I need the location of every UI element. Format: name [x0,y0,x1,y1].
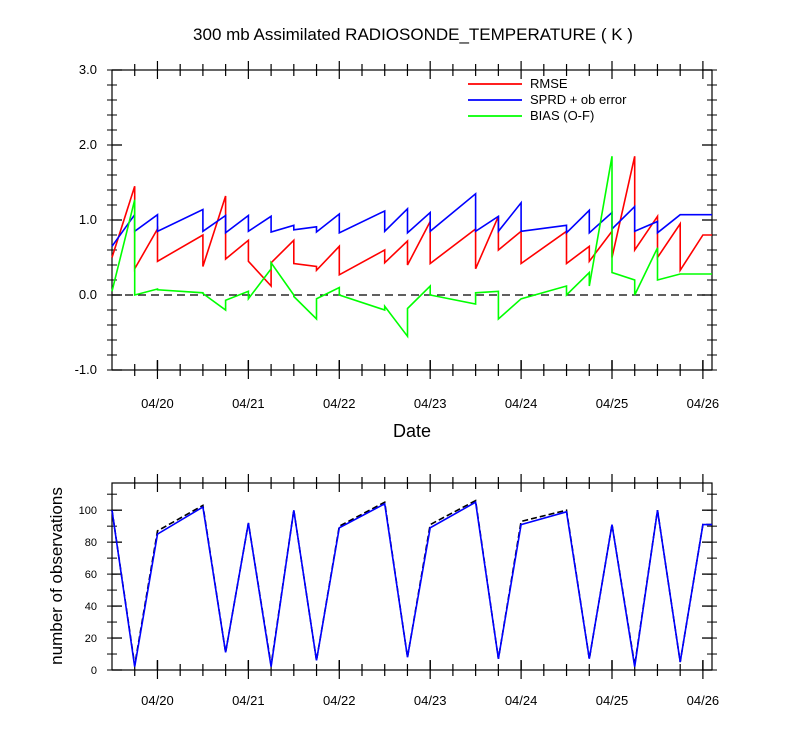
x-tick-label: 04/25 [596,693,629,708]
x-tick-label: 04/20 [141,693,174,708]
x-tick-label: 04/20 [141,396,174,411]
axis-ticks [107,61,717,379]
y-tick-label: 100 [79,505,97,517]
x-tick-label: 04/23 [414,693,447,708]
y-tick-label: 0 [91,665,97,677]
y-tick-label: 40 [85,601,97,613]
x-tick-label: 04/25 [596,396,629,411]
y-tick-label: 0.0 [79,287,97,302]
series-line-bias-o-f [111,156,712,339]
x-tick-label: 04/22 [323,396,356,411]
y-tick-label: -1.0 [75,362,97,377]
plot-frame [111,482,713,671]
x-tick-label: 04/26 [687,396,720,411]
data-series [111,499,712,667]
series-line-sprd-ob-error [111,192,712,247]
y-tick-label: 60 [85,569,97,581]
legend-label: RMSE [530,76,568,91]
series-line-rmse [111,156,712,289]
tick-labels: 04/20 04/21 04/22 04/23 04/24 04/25 04/26 0 20 40… [79,505,720,708]
x-tick-label: 04/24 [505,396,538,411]
y-tick-label: 2.0 [79,137,97,152]
data-series [111,156,712,339]
chart-title: 300 mb Assimilated RADIOSONDE_TEMPERATUR… [193,25,633,44]
x-tick-label: 04/21 [232,396,265,411]
y-tick-label: 1.0 [79,212,97,227]
bottom-chart: 04/20 04/21 04/22 04/23 04/24 04/25 04/26 0 20 40… [47,474,719,708]
x-tick-label: 04/21 [232,693,265,708]
x-axis-label: Date [393,421,431,441]
legend-label: SPRD + ob error [530,92,627,107]
y-tick-label: 80 [85,537,97,549]
x-tick-label: 04/26 [687,693,720,708]
y-tick-label: 3.0 [79,62,97,77]
axis-ticks [107,474,717,679]
x-tick-label: 04/24 [505,693,538,708]
tick-labels: 04/20 04/21 04/22 04/23 04/24 04/25 04/26 -1.0 0… [75,62,720,411]
series-line-possible [111,500,712,667]
y-tick-label: 20 [85,633,97,645]
legend-label: BIAS (O-F) [530,108,594,123]
top-chart: 300 mb Assimilated RADIOSONDE_TEMPERATUR… [75,25,720,441]
x-tick-label: 04/22 [323,693,356,708]
x-tick-label: 04/23 [414,396,447,411]
y-axis-label: number of observations [47,487,66,665]
